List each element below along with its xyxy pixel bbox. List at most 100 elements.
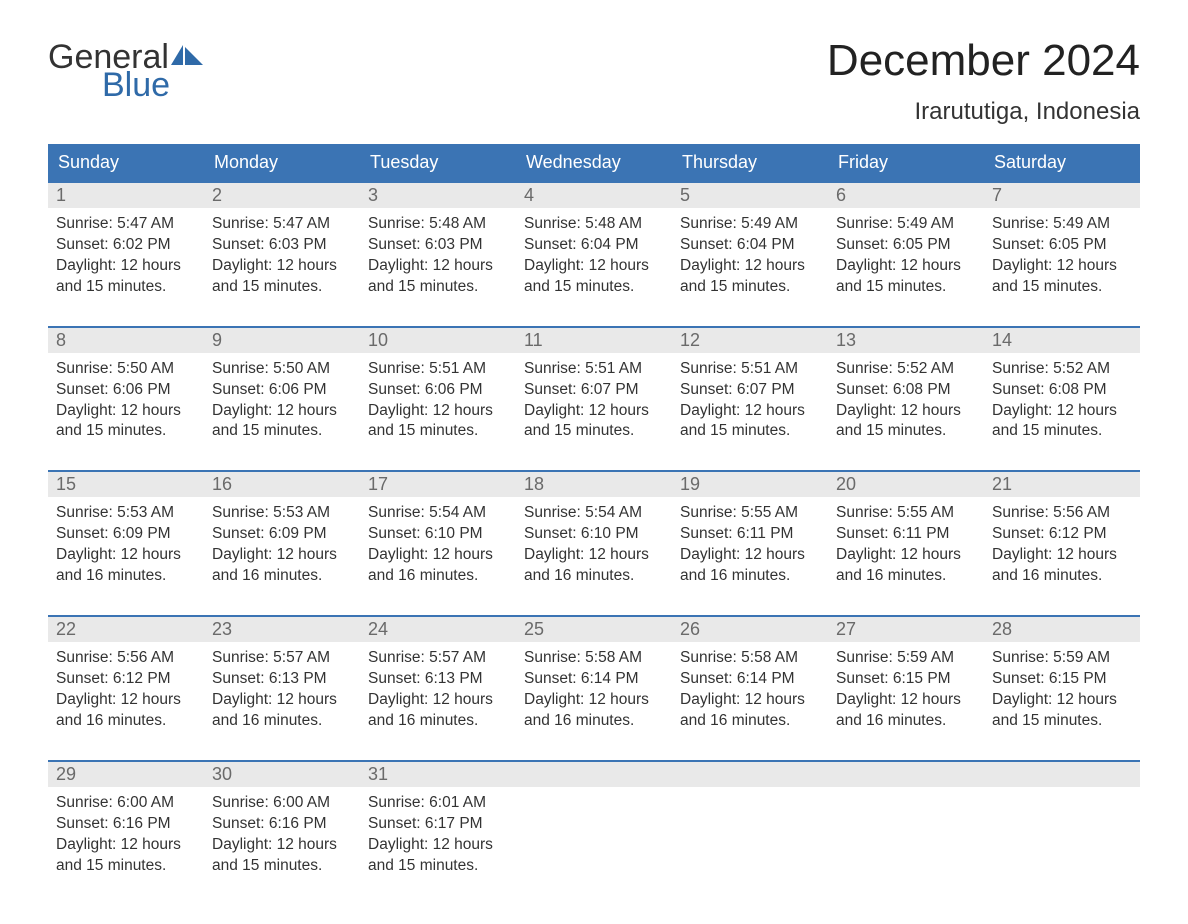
day-number-row: 8 — [48, 328, 204, 353]
sunrise-line: Sunrise: 5:55 AM — [680, 503, 820, 524]
day-number: 10 — [368, 330, 388, 350]
sunrise-line: Sunrise: 6:00 AM — [212, 793, 352, 814]
day-number-row: 26 — [672, 617, 828, 642]
day-body: Sunrise: 5:49 AMSunset: 6:05 PMDaylight:… — [828, 208, 984, 298]
day-number: 20 — [836, 474, 856, 494]
day-number-row: 21 — [984, 472, 1140, 497]
day-number: 6 — [836, 185, 846, 205]
daylight-line-2: and 16 minutes. — [992, 566, 1132, 587]
header-row: General Blue December 2024 Irarututiga, … — [48, 36, 1140, 126]
day-body: Sunrise: 5:57 AMSunset: 6:13 PMDaylight:… — [360, 642, 516, 732]
day-number-row: 6 — [828, 183, 984, 208]
daylight-line-2: and 15 minutes. — [56, 277, 196, 298]
sunset-line: Sunset: 6:12 PM — [992, 524, 1132, 545]
daylight-line-1: Daylight: 12 hours — [524, 401, 664, 422]
daylight-line-2: and 15 minutes. — [212, 421, 352, 442]
day-number: 3 — [368, 185, 378, 205]
weeks-container: 1Sunrise: 5:47 AMSunset: 6:02 PMDaylight… — [48, 181, 1140, 876]
sunrise-line: Sunrise: 5:47 AM — [56, 214, 196, 235]
daylight-line-1: Daylight: 12 hours — [836, 690, 976, 711]
calendar-page: General Blue December 2024 Irarututiga, … — [0, 0, 1188, 924]
sunrise-line: Sunrise: 5:58 AM — [680, 648, 820, 669]
sunrise-line: Sunrise: 5:50 AM — [212, 359, 352, 380]
weekday-thursday: Thursday — [672, 144, 828, 181]
day-number-row: 4 — [516, 183, 672, 208]
daylight-line-1: Daylight: 12 hours — [680, 545, 820, 566]
day-number: 31 — [368, 764, 388, 784]
day-number: 12 — [680, 330, 700, 350]
day-cell: 4Sunrise: 5:48 AMSunset: 6:04 PMDaylight… — [516, 183, 672, 298]
day-number-row: 1 — [48, 183, 204, 208]
day-number-row: 24 — [360, 617, 516, 642]
daylight-line-1: Daylight: 12 hours — [992, 545, 1132, 566]
sunrise-line: Sunrise: 5:49 AM — [836, 214, 976, 235]
day-number: 14 — [992, 330, 1012, 350]
weekday-wednesday: Wednesday — [516, 144, 672, 181]
sunrise-line: Sunrise: 5:58 AM — [524, 648, 664, 669]
day-body: Sunrise: 5:53 AMSunset: 6:09 PMDaylight:… — [204, 497, 360, 587]
sunrise-line: Sunrise: 5:54 AM — [524, 503, 664, 524]
day-body: Sunrise: 6:00 AMSunset: 6:16 PMDaylight:… — [204, 787, 360, 877]
day-number: 28 — [992, 619, 1012, 639]
sunset-line: Sunset: 6:09 PM — [56, 524, 196, 545]
sunset-line: Sunset: 6:04 PM — [524, 235, 664, 256]
day-body: Sunrise: 5:49 AMSunset: 6:04 PMDaylight:… — [672, 208, 828, 298]
daylight-line-1: Daylight: 12 hours — [368, 835, 508, 856]
sunset-line: Sunset: 6:07 PM — [524, 380, 664, 401]
day-number: 16 — [212, 474, 232, 494]
day-number: 27 — [836, 619, 856, 639]
month-title: December 2024 — [827, 36, 1140, 86]
day-number: 24 — [368, 619, 388, 639]
sunrise-line: Sunrise: 6:01 AM — [368, 793, 508, 814]
sunset-line: Sunset: 6:11 PM — [836, 524, 976, 545]
location-label: Irarututiga, Indonesia — [827, 98, 1140, 126]
daylight-line-2: and 15 minutes. — [836, 421, 976, 442]
sunrise-line: Sunrise: 5:51 AM — [680, 359, 820, 380]
day-number: 5 — [680, 185, 690, 205]
day-number: 9 — [212, 330, 222, 350]
sunrise-line: Sunrise: 5:54 AM — [368, 503, 508, 524]
week-row: 22Sunrise: 5:56 AMSunset: 6:12 PMDayligh… — [48, 615, 1140, 732]
daylight-line-2: and 16 minutes. — [680, 566, 820, 587]
weekday-monday: Monday — [204, 144, 360, 181]
daylight-line-2: and 15 minutes. — [368, 421, 508, 442]
daylight-line-1: Daylight: 12 hours — [368, 256, 508, 277]
empty-day-cell — [828, 762, 984, 877]
day-number-row: 29 — [48, 762, 204, 787]
day-number-row: 11 — [516, 328, 672, 353]
day-cell: 11Sunrise: 5:51 AMSunset: 6:07 PMDayligh… — [516, 328, 672, 443]
day-cell: 14Sunrise: 5:52 AMSunset: 6:08 PMDayligh… — [984, 328, 1140, 443]
daylight-line-2: and 16 minutes. — [680, 711, 820, 732]
sunrise-line: Sunrise: 5:53 AM — [56, 503, 196, 524]
day-number: 23 — [212, 619, 232, 639]
day-cell: 21Sunrise: 5:56 AMSunset: 6:12 PMDayligh… — [984, 472, 1140, 587]
day-number-row: 5 — [672, 183, 828, 208]
sunrise-line: Sunrise: 5:50 AM — [56, 359, 196, 380]
day-number: 30 — [212, 764, 232, 784]
daylight-line-1: Daylight: 12 hours — [524, 690, 664, 711]
sunrise-line: Sunrise: 5:51 AM — [368, 359, 508, 380]
sunrise-line: Sunrise: 5:57 AM — [212, 648, 352, 669]
day-number: 29 — [56, 764, 76, 784]
daylight-line-2: and 16 minutes. — [368, 711, 508, 732]
daylight-line-1: Daylight: 12 hours — [56, 545, 196, 566]
daylight-line-2: and 15 minutes. — [56, 421, 196, 442]
daylight-line-1: Daylight: 12 hours — [56, 835, 196, 856]
day-cell: 20 Sunrise: 5:55 AMSunset: 6:11 PMDayligh… — [828, 472, 984, 587]
weekday-header-row: SundayMondayTuesdayWednesdayThursdayFrid… — [48, 144, 1140, 181]
sunrise-line: Sunrise: 5:53 AM — [212, 503, 352, 524]
sunset-line: Sunset: 6:05 PM — [992, 235, 1132, 256]
sunrise-line: Sunrise: 5:52 AM — [992, 359, 1132, 380]
day-body: Sunrise: 5:55 AMSunset: 6:11 PMDaylight:… — [828, 497, 984, 587]
sunset-line: Sunset: 6:16 PM — [56, 814, 196, 835]
day-cell: 23Sunrise: 5:57 AMSunset: 6:13 PMDayligh… — [204, 617, 360, 732]
day-body: Sunrise: 5:56 AMSunset: 6:12 PMDaylight:… — [984, 497, 1140, 587]
sunset-line: Sunset: 6:15 PM — [836, 669, 976, 690]
weekday-sunday: Sunday — [48, 144, 204, 181]
day-body: Sunrise: 5:54 AMSunset: 6:10 PMDaylight:… — [360, 497, 516, 587]
day-number-row: 28 — [984, 617, 1140, 642]
daylight-line-2: and 15 minutes. — [680, 421, 820, 442]
day-cell: 16 Sunrise: 5:53 AMSunset: 6:09 PMDayligh… — [204, 472, 360, 587]
sunrise-line: Sunrise: 5:48 AM — [524, 214, 664, 235]
daylight-line-2: and 15 minutes. — [212, 856, 352, 877]
